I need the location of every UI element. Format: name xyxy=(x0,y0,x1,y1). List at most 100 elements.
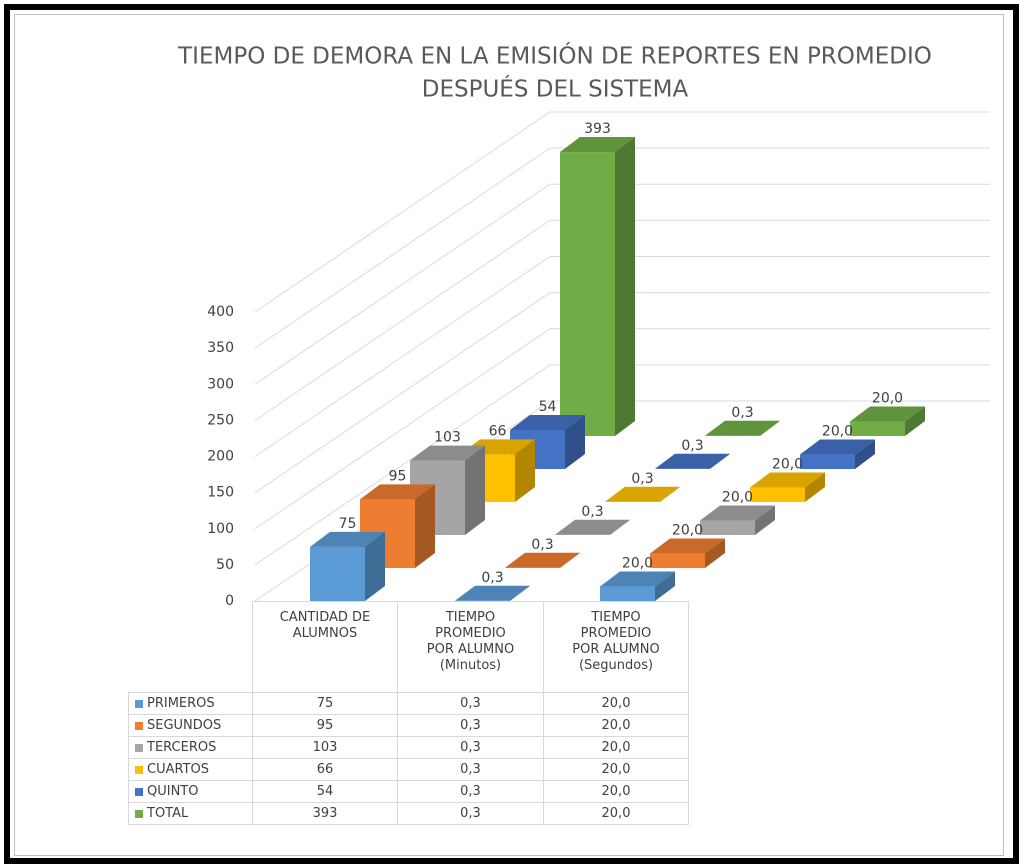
legend-cell: PRIMEROS xyxy=(128,692,253,715)
legend-cell: CUARTOS xyxy=(128,758,253,781)
data-label: 20,0 xyxy=(872,391,903,407)
table-value: 0,3 xyxy=(397,758,544,781)
bar-top xyxy=(600,571,675,587)
column-header: TIEMPO PROMEDIO POR ALUMNO (Segundos) xyxy=(543,601,689,693)
table-value: 20,0 xyxy=(543,802,689,825)
y-tick-label: 400 xyxy=(207,304,234,320)
bar-top xyxy=(360,484,435,500)
table-value: 0,3 xyxy=(397,714,544,737)
bar-side xyxy=(415,484,435,568)
y-tick-label: 150 xyxy=(207,485,234,501)
bar-side xyxy=(515,439,535,502)
data-label: 20,0 xyxy=(772,457,803,473)
bar-top xyxy=(750,472,825,488)
data-label: 0,3 xyxy=(631,471,653,487)
bar-side xyxy=(465,445,485,535)
bar-top xyxy=(705,420,780,436)
grid-line xyxy=(254,183,990,385)
legend-label: SEGUNDOS xyxy=(147,718,222,733)
table-value: 66 xyxy=(252,758,398,781)
table-value: 0,3 xyxy=(397,780,544,803)
bar-front xyxy=(310,546,365,601)
legend-swatch xyxy=(135,699,143,708)
grid-line xyxy=(254,219,990,421)
data-label: 0,3 xyxy=(581,504,603,520)
grid-line xyxy=(254,292,990,494)
chart-title-line: TIEMPO DE DEMORA EN LA EMISIÓN DE REPORT… xyxy=(177,42,932,70)
data-label: 66 xyxy=(489,423,507,439)
bar xyxy=(560,137,635,436)
bar xyxy=(310,531,385,601)
table-value: 20,0 xyxy=(543,692,689,715)
bar-front xyxy=(850,421,905,436)
y-tick-label: 250 xyxy=(207,412,234,428)
chart-title-line: DESPUÉS DEL SISTEMA xyxy=(422,75,689,103)
table-value: 75 xyxy=(252,692,398,715)
bar xyxy=(605,486,680,502)
data-label: 0,3 xyxy=(731,405,753,421)
table-value: 95 xyxy=(252,714,398,737)
grid-line xyxy=(254,364,990,566)
bar xyxy=(655,453,730,469)
y-tick-label: 200 xyxy=(207,449,234,465)
table-value: 0,3 xyxy=(397,692,544,715)
y-tick-label: 100 xyxy=(207,521,234,537)
data-label: 393 xyxy=(584,121,611,137)
bar-top xyxy=(800,439,875,455)
bar-top xyxy=(655,453,730,469)
bar-top xyxy=(455,585,530,601)
bar-side xyxy=(905,406,925,436)
bar-side xyxy=(805,472,825,502)
legend-cell: TOTAL xyxy=(128,802,253,825)
bar-side xyxy=(365,531,385,601)
bar xyxy=(600,571,675,601)
legend-swatch xyxy=(135,809,143,818)
bar-top xyxy=(505,552,580,568)
bar-side xyxy=(560,552,580,568)
bar-front xyxy=(700,520,755,535)
bar-front xyxy=(600,586,655,601)
bar-top xyxy=(410,445,485,461)
legend-swatch xyxy=(135,743,143,752)
bar-top xyxy=(850,406,925,422)
legend-cell: QUINTO xyxy=(128,780,253,803)
bar xyxy=(650,538,725,568)
data-label: 54 xyxy=(539,399,557,415)
bar-side xyxy=(610,519,630,535)
bar xyxy=(705,420,780,436)
bar-top xyxy=(560,137,635,153)
legend-label: PRIMEROS xyxy=(147,696,215,711)
data-label: 0,3 xyxy=(681,438,703,454)
table-value: 0,3 xyxy=(397,802,544,825)
bar-side xyxy=(660,486,680,502)
legend-label: TOTAL xyxy=(147,806,189,821)
legend-label: QUINTO xyxy=(147,784,199,799)
legend-cell: TERCEROS xyxy=(128,736,253,759)
table-value: 54 xyxy=(252,780,398,803)
column-header: TIEMPO PROMEDIO POR ALUMNO (Minutos) xyxy=(397,601,544,693)
data-label: 103 xyxy=(434,430,461,446)
grid-line xyxy=(254,256,990,457)
chart-panel xyxy=(14,14,1004,856)
legend-label: CUARTOS xyxy=(147,762,209,777)
bar-top xyxy=(310,531,385,547)
data-label: 0,3 xyxy=(481,570,503,586)
bar-front xyxy=(750,487,805,502)
table-value: 393 xyxy=(252,802,398,825)
legend-label: TERCEROS xyxy=(147,740,217,755)
data-label: 20,0 xyxy=(672,523,703,539)
bar-side xyxy=(565,414,585,469)
data-label: 95 xyxy=(389,468,407,484)
bar xyxy=(455,585,530,601)
table-value: 20,0 xyxy=(543,780,689,803)
bar-side xyxy=(705,538,725,568)
y-tick-label: 50 xyxy=(216,557,234,573)
grid-line xyxy=(254,111,990,313)
data-label: 20,0 xyxy=(722,490,753,506)
y-tick-label: 0 xyxy=(225,593,234,609)
legend-swatch xyxy=(135,765,143,774)
bar-top xyxy=(700,505,775,521)
y-tick-label: 350 xyxy=(207,340,234,356)
bar-side xyxy=(655,571,675,601)
